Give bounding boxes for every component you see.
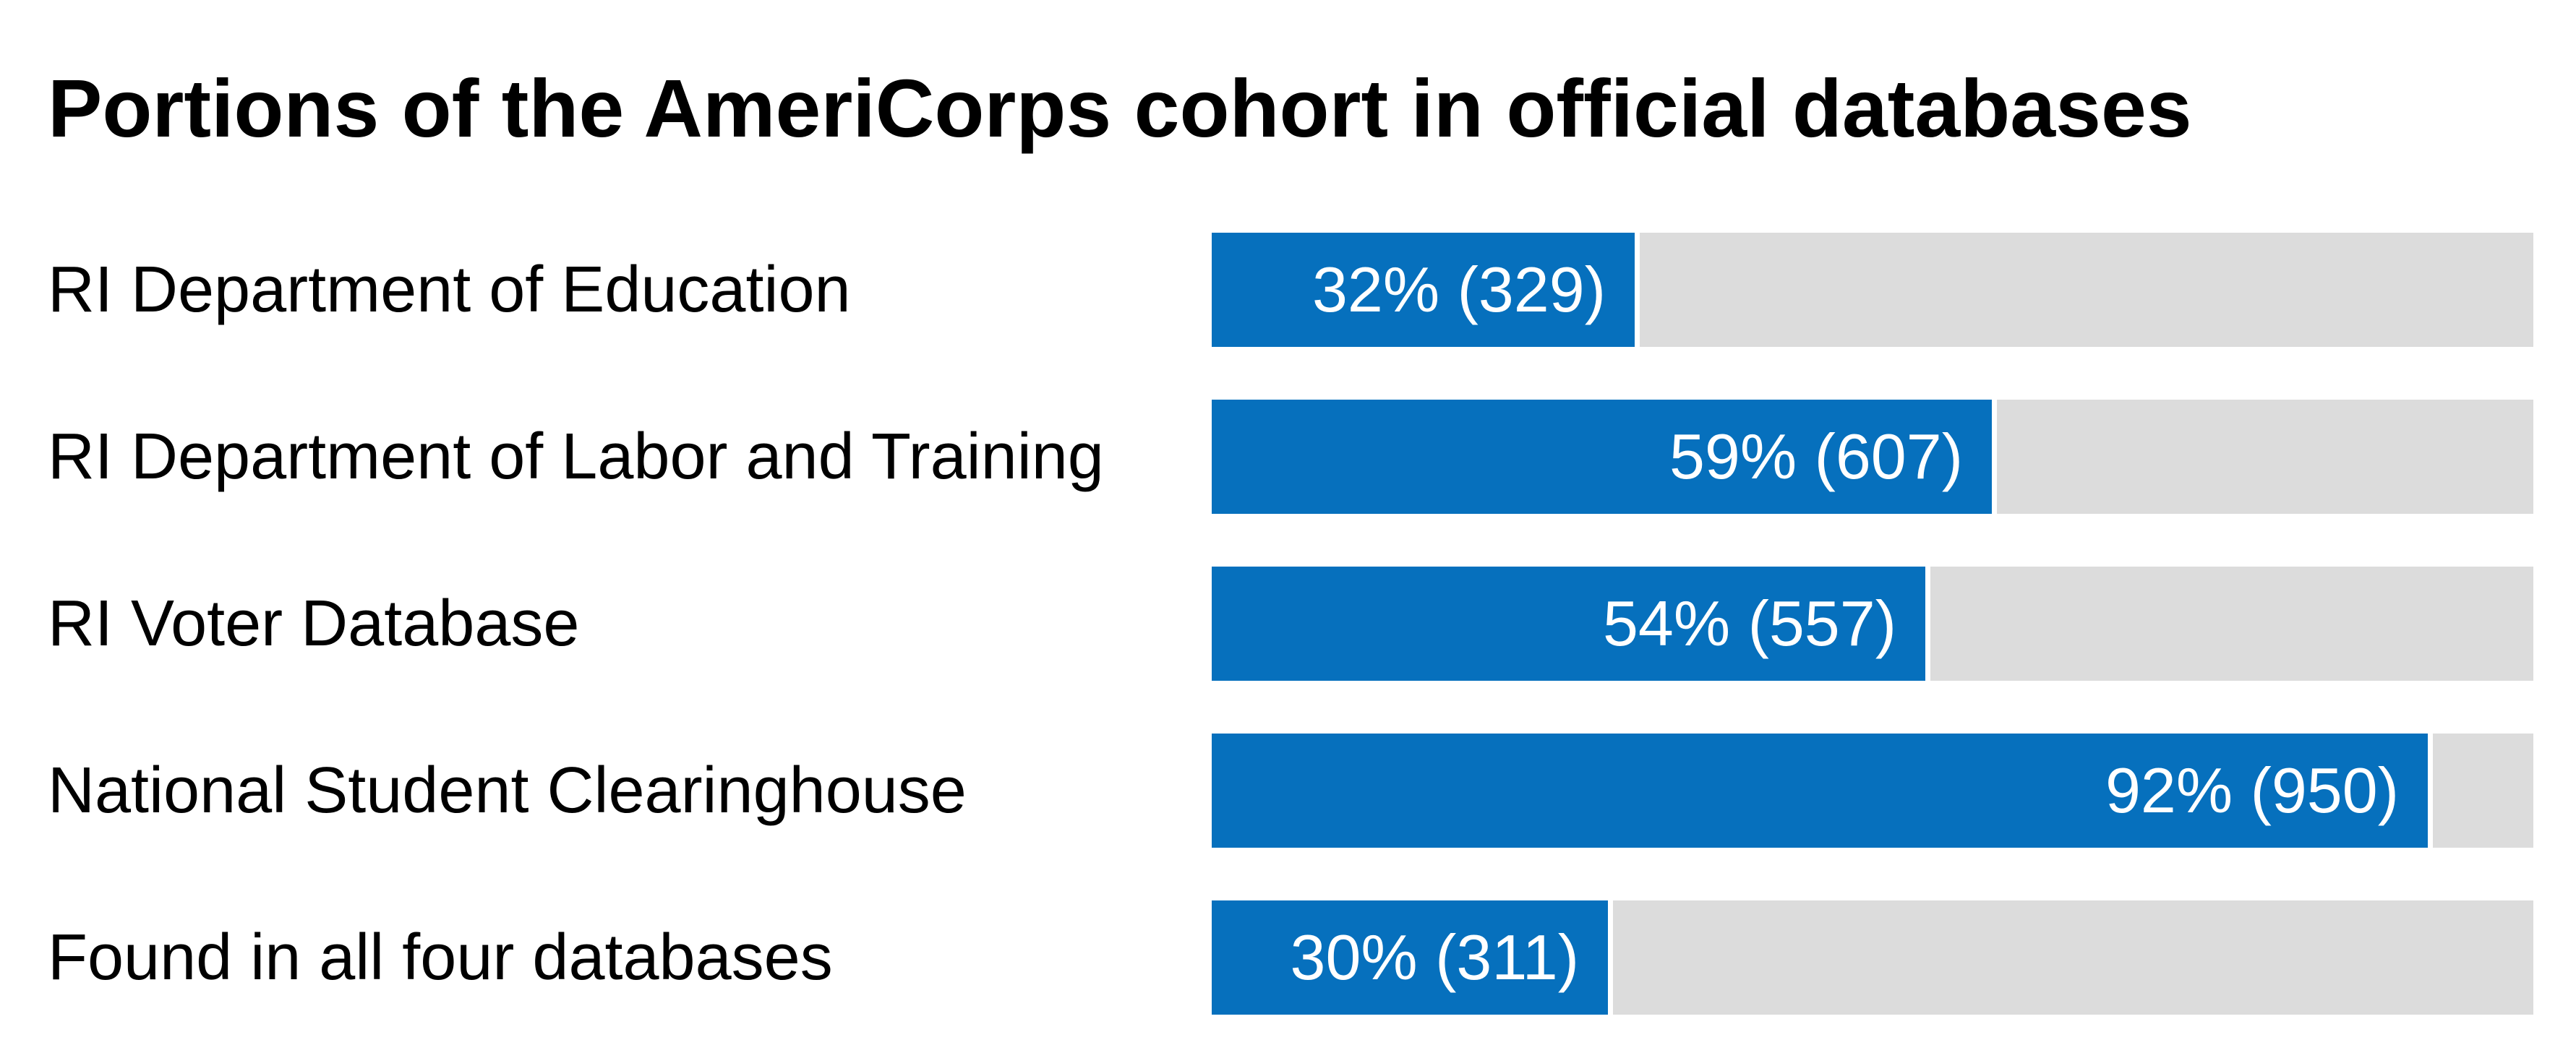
bar-track: 59% (607)	[1212, 400, 2533, 514]
bar-data-label: 59% (607)	[1669, 421, 1963, 492]
category-label: Found in all four databases	[48, 921, 833, 994]
bar-data-label: 54% (557)	[1602, 588, 1896, 659]
bar-fill: 32% (329)	[1212, 233, 1640, 347]
bar-fill: 54% (557)	[1212, 567, 1930, 681]
bar-data-label: 32% (329)	[1311, 254, 1606, 325]
bar-track: 32% (329)	[1212, 233, 2533, 347]
bar-data-label: 92% (950)	[2105, 754, 2399, 826]
bar-row: Found in all four databases 30% (311)	[0, 900, 2576, 1015]
bar-fill: 30% (311)	[1212, 900, 1613, 1015]
bar-track: 92% (950)	[1212, 734, 2533, 848]
chart-title: Portions of the AmeriCorps cohort in off…	[48, 63, 2192, 154]
bar-row: National Student Clearinghouse 92% (950)	[0, 734, 2576, 848]
bar-track: 30% (311)	[1212, 900, 2533, 1015]
category-label: RI Department of Education	[48, 254, 851, 326]
bar-fill: 92% (950)	[1212, 734, 2433, 848]
bar-row: RI Department of Education 32% (329)	[0, 233, 2576, 347]
bar-data-label: 30% (311)	[1290, 921, 1579, 993]
category-label: National Student Clearinghouse	[48, 754, 967, 827]
bar-row: RI Department of Labor and Training 59% (…	[0, 400, 2576, 514]
bar-track: 54% (557)	[1212, 567, 2533, 681]
bar-row: RI Voter Database 54% (557)	[0, 567, 2576, 681]
bar-fill: 59% (607)	[1212, 400, 1997, 514]
category-label: RI Voter Database	[48, 588, 580, 660]
category-label: RI Department of Labor and Training	[48, 421, 1104, 493]
